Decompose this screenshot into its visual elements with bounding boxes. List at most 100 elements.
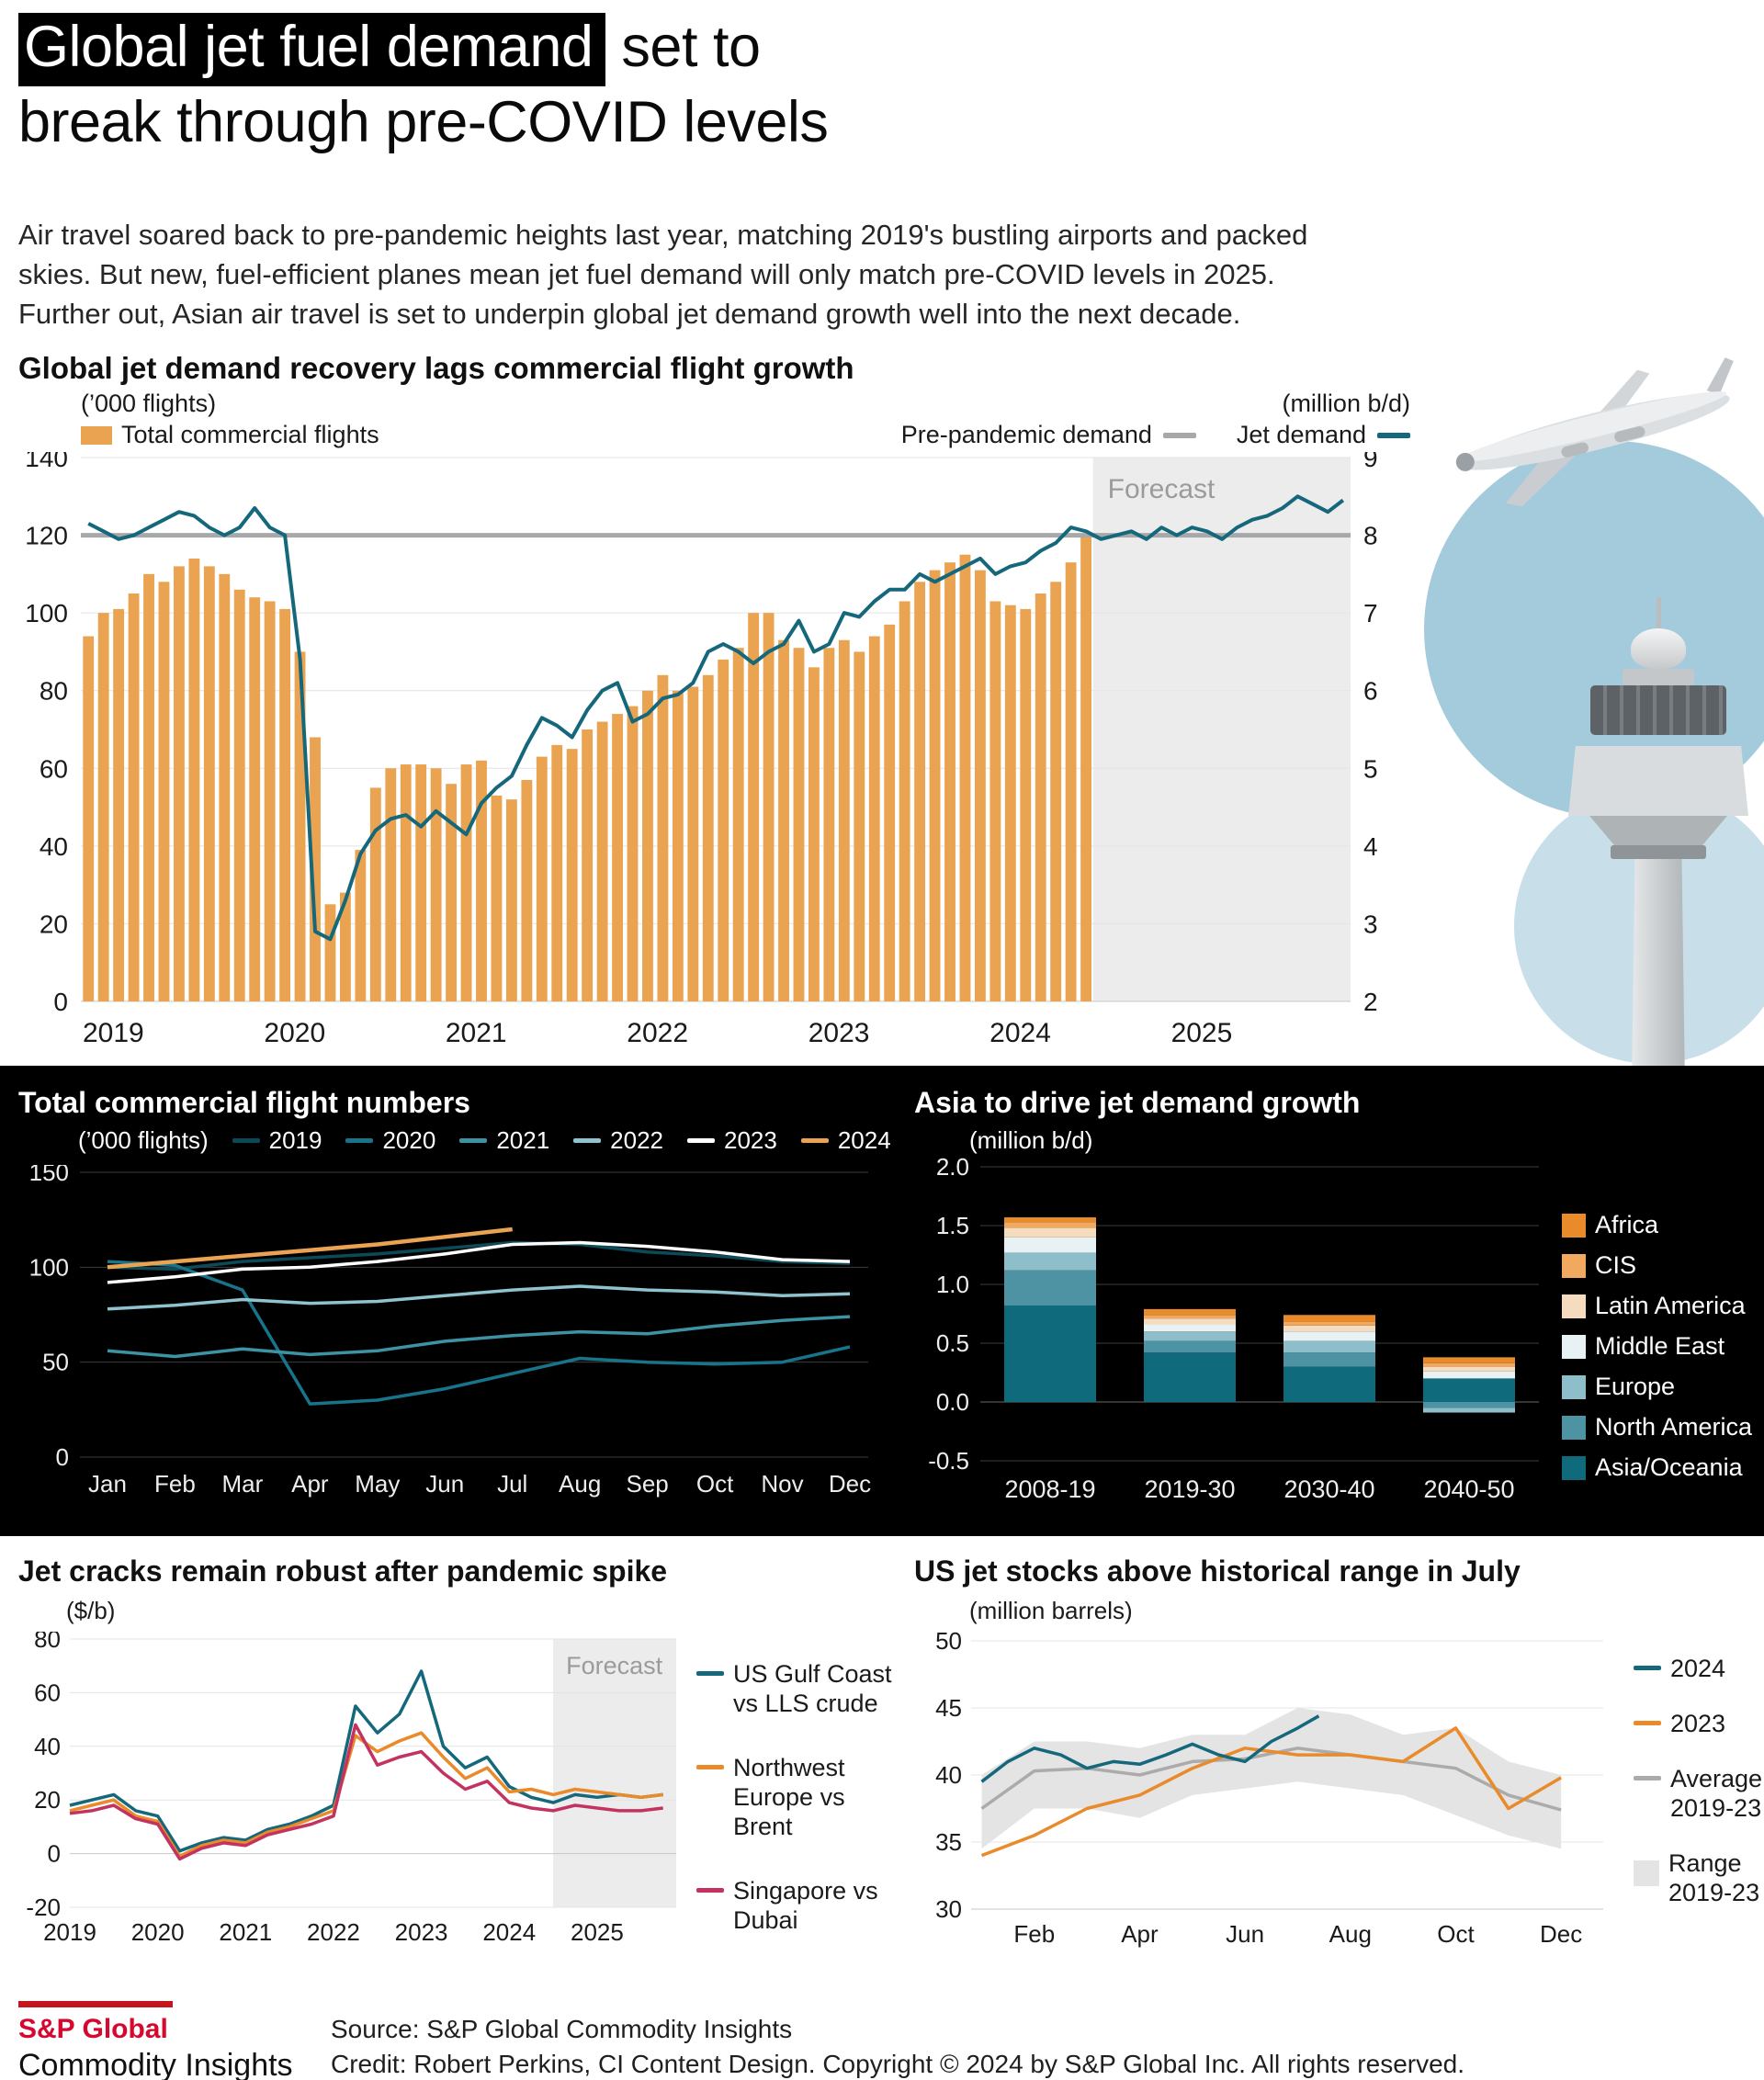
square-swatch-icon bbox=[1562, 1415, 1586, 1440]
legend-item-2024: 2024 bbox=[1634, 1654, 1764, 1683]
asia-growth-chart-svg: -0.5 0.0 0.5 1.0 1.5 2.0 2008-19 2019-30 2030-40… bbox=[928, 1158, 1539, 1503]
svg-text:0.5: 0.5 bbox=[936, 1329, 969, 1357]
square-swatch-icon bbox=[1562, 1455, 1586, 1480]
forecast-region: Forecast bbox=[553, 1639, 676, 1907]
svg-text:2008-19: 2008-19 bbox=[1004, 1475, 1095, 1503]
svg-text:2019-30: 2019-30 bbox=[1144, 1475, 1235, 1503]
flights-bars bbox=[83, 535, 1092, 1001]
svg-text:2025: 2025 bbox=[1171, 1018, 1233, 1048]
svg-text:4: 4 bbox=[1363, 832, 1378, 861]
svg-text:45: 45 bbox=[935, 1694, 962, 1722]
credit-text: Credit: Robert Perkins, CI Content Desig… bbox=[331, 2050, 1465, 2078]
legend-item-2024: 2024 bbox=[800, 1126, 891, 1155]
axis-unit-label: (’000 flights) bbox=[78, 1126, 209, 1154]
gridlines-and-ticks: 0 50 100 150 Jan Feb Mar Apr May Jun Jul Aug Sep Oct N… bbox=[29, 1165, 872, 1498]
legend-label: Latin America bbox=[1595, 1292, 1746, 1319]
line-us-gulf-coast-vs-lls-crude bbox=[69, 1669, 663, 1853]
gridlines-and-ticks: -0.5 0.0 0.5 1.0 1.5 2.0 2008-19 2019-30 2030-40… bbox=[928, 1158, 1539, 1503]
line-2021 bbox=[107, 1315, 851, 1359]
svg-text:20: 20 bbox=[34, 1786, 61, 1814]
svg-text:80: 80 bbox=[34, 1632, 61, 1653]
legend-jet-demand: Jet demand bbox=[1237, 421, 1410, 449]
line-2022 bbox=[107, 1284, 851, 1311]
legend-label: Total commercial flights bbox=[121, 421, 379, 448]
line-2023 bbox=[107, 1240, 851, 1284]
svg-text:2020: 2020 bbox=[131, 1918, 185, 1946]
svg-text:2020: 2020 bbox=[264, 1018, 325, 1048]
dash-swatch-icon bbox=[1162, 432, 1196, 438]
brand-name: S&P Global bbox=[18, 2014, 168, 2044]
svg-text:9: 9 bbox=[1363, 452, 1378, 472]
legend-label: Europe bbox=[1595, 1373, 1676, 1400]
dash-swatch-icon bbox=[696, 1765, 724, 1769]
svg-text:1.5: 1.5 bbox=[936, 1212, 969, 1239]
legend-label: Northwest Europe vs Brent bbox=[733, 1754, 845, 1840]
asia-growth-legend: Africa CIS Latin America Middle East Europe N… bbox=[1562, 1211, 1752, 1482]
legend-label: Pre-pandemic demand bbox=[900, 421, 1152, 448]
svg-text:0: 0 bbox=[48, 1840, 61, 1868]
legend-label: 2023 bbox=[1670, 1710, 1726, 1737]
brand-logo: S&P Global Commodity Insights bbox=[18, 2001, 293, 2080]
legend-pre-pandemic-demand: Pre-pandemic demand bbox=[901, 421, 1196, 449]
control-tower-icon bbox=[1562, 597, 1755, 1089]
svg-text:Jun: Jun bbox=[425, 1470, 464, 1498]
flights-by-year-legend: (’000 flights) 2019 2020 2021 2022 2023 2024 bbox=[78, 1126, 891, 1155]
svg-text:50: 50 bbox=[935, 1632, 962, 1655]
svg-text:-0.5: -0.5 bbox=[928, 1447, 969, 1475]
square-swatch-icon bbox=[1562, 1294, 1586, 1318]
title-line2: break through pre-COVID levels bbox=[18, 90, 829, 154]
gridlines-and-ticks: 30 35 40 45 50 Feb Apr Jun Aug Oct Dec bbox=[935, 1632, 1603, 1948]
legend-item-latin-america: Latin America bbox=[1562, 1292, 1752, 1320]
square-swatch-icon bbox=[1562, 1253, 1586, 1278]
svg-text:35: 35 bbox=[935, 1828, 962, 1856]
svg-text:3: 3 bbox=[1363, 910, 1378, 938]
legend-item-2020: 2020 bbox=[345, 1126, 435, 1155]
title-rest: set to bbox=[605, 15, 761, 79]
svg-text:May: May bbox=[355, 1470, 400, 1498]
jet-stocks-axis-unit: (million barrels) bbox=[969, 1597, 1133, 1624]
svg-text:40: 40 bbox=[935, 1761, 962, 1789]
legend-item-asia-oceania: Asia/Oceania bbox=[1562, 1453, 1752, 1482]
svg-text:Jul: Jul bbox=[497, 1470, 527, 1498]
legend-label: US Gulf Coast vs LLS crude bbox=[733, 1660, 892, 1717]
legend-total-commercial-flights: Total commercial flights bbox=[81, 421, 379, 449]
legend-item-cis: CIS bbox=[1562, 1251, 1752, 1280]
legend-label: 2019 bbox=[268, 1126, 322, 1154]
legend-label: 2024 bbox=[1670, 1655, 1726, 1682]
svg-text:2025: 2025 bbox=[571, 1918, 624, 1946]
dash-swatch-icon bbox=[696, 1888, 724, 1893]
jet-stocks-title: US jet stocks above historical range in … bbox=[914, 1554, 1521, 1588]
svg-text:Forecast: Forecast bbox=[1108, 474, 1216, 504]
legend-label: Average 2019-23 bbox=[1670, 1765, 1763, 1822]
jet-stocks-legend: 2024 2023 Average 2019-23 Range 2019-23 bbox=[1634, 1654, 1764, 1907]
legend-label: Middle East bbox=[1595, 1332, 1725, 1360]
svg-text:Dec: Dec bbox=[1540, 1920, 1582, 1948]
svg-text:0: 0 bbox=[53, 988, 68, 1016]
asia-growth-title: Asia to drive jet demand growth bbox=[914, 1086, 1361, 1119]
svg-text:Sep: Sep bbox=[627, 1470, 669, 1498]
svg-text:8: 8 bbox=[1363, 522, 1378, 550]
dash-swatch-icon bbox=[459, 1138, 488, 1143]
line-2023 bbox=[980, 1726, 1562, 1858]
bar-swatch-icon bbox=[81, 425, 112, 445]
svg-text:Oct: Oct bbox=[1437, 1920, 1475, 1948]
legend-label: North America bbox=[1595, 1413, 1753, 1441]
square-swatch-icon bbox=[1562, 1374, 1586, 1399]
dash-swatch-icon bbox=[232, 1138, 260, 1143]
brand-bar bbox=[18, 2001, 173, 2007]
svg-text:-20: -20 bbox=[26, 1893, 61, 1921]
source-text: Source: S&P Global Commodity Insights bbox=[331, 2015, 793, 2043]
jet-cracks-axis-unit: ($/b) bbox=[66, 1597, 116, 1624]
legend-label: CIS bbox=[1595, 1251, 1637, 1279]
svg-text:2021: 2021 bbox=[219, 1918, 272, 1946]
main-chart-line-legend: Pre-pandemic demand Jet demand bbox=[726, 421, 1410, 449]
legend-item-africa: Africa bbox=[1562, 1211, 1752, 1239]
dash-swatch-icon bbox=[1634, 1721, 1661, 1725]
svg-text:2040-50: 2040-50 bbox=[1423, 1475, 1514, 1503]
svg-text:120: 120 bbox=[25, 522, 68, 550]
dash-swatch-icon bbox=[573, 1138, 602, 1143]
svg-text:2019: 2019 bbox=[43, 1918, 96, 1946]
svg-text:2022: 2022 bbox=[627, 1018, 688, 1048]
legend-label: Range 2019-23 bbox=[1668, 1849, 1760, 1906]
